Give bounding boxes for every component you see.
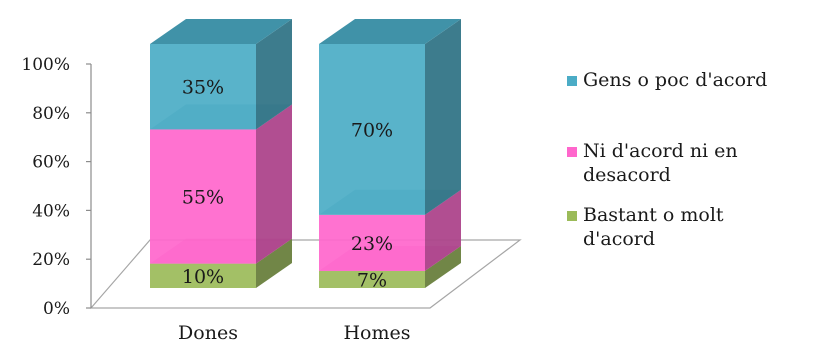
legend-label: Bastant o molt d'acord <box>583 204 724 250</box>
bar-side-face <box>256 104 292 264</box>
data-label: 55% <box>182 187 224 209</box>
category-labels-group: Dones Homes <box>178 322 410 344</box>
bar-side-face <box>425 245 461 288</box>
x-category-label: Dones <box>178 322 238 344</box>
bar-homes-gens-o-poc-d-acord <box>319 19 461 215</box>
bar-front-face <box>319 214 425 271</box>
bar-front-face <box>150 44 256 130</box>
data-label: 7% <box>357 269 387 291</box>
y-tick-label: 20% <box>32 250 70 270</box>
y-tick-label: 0% <box>43 299 70 319</box>
legend: Gens o poc d'acord Ni d'acord ni en desaco… <box>567 69 767 250</box>
legend-item-bastant-o-molt-d-acord: Bastant o molt d'acord <box>567 204 724 250</box>
bar-dones-gens-o-poc-d-acord <box>150 19 292 130</box>
legend-label: Ni d'acord ni en desacord <box>583 140 738 186</box>
legend-swatch <box>567 76 577 86</box>
x-category-label: Homes <box>343 322 410 344</box>
bar-side-face <box>256 238 292 288</box>
legend-item-ni-d-acord-ni-en-desacord: Ni d'acord ni en desacord <box>567 140 738 186</box>
legend-swatch <box>567 211 577 221</box>
bar-side-face <box>425 19 461 215</box>
data-label: 10% <box>182 266 224 288</box>
y-tick-label: 80% <box>32 104 70 124</box>
legend-item-gens-o-poc-d-acord: Gens o poc d'acord <box>567 69 767 91</box>
legend-label: Gens o poc d'acord <box>583 69 767 91</box>
bar-top-face <box>150 19 292 44</box>
bar-front-face <box>150 263 256 288</box>
y-axis: 0% 20% 40% 60% 80% 100% <box>21 55 92 319</box>
bar-side-face <box>425 189 461 271</box>
bar-front-face <box>150 129 256 264</box>
bar-front-face <box>319 44 425 215</box>
y-tick-label: 60% <box>32 153 70 173</box>
data-labels-group: 10% 55% 35% 7% 23% 70% <box>182 77 393 292</box>
bars-group <box>150 19 461 288</box>
bar-side-face <box>256 19 292 130</box>
y-tick-label: 100% <box>21 55 70 75</box>
data-label: 35% <box>182 77 224 99</box>
bar-front-face <box>319 270 425 288</box>
y-tick-label: 40% <box>32 201 70 221</box>
data-label: 70% <box>351 119 393 141</box>
legend-swatch <box>567 147 577 157</box>
data-label: 23% <box>351 233 393 255</box>
bar-top-face <box>319 19 461 44</box>
